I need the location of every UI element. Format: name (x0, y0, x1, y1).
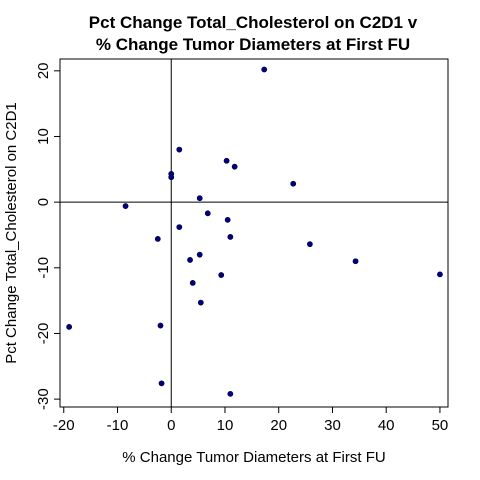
data-point (227, 390, 234, 397)
y-tick-label: 20 (35, 62, 52, 79)
x-tick-label: 20 (270, 417, 287, 434)
data-point (437, 271, 443, 278)
x-axis-label: % Change Tumor Diameters at First FU (122, 449, 385, 466)
y-axis: -30 -20 -10 0 10 20 (35, 62, 60, 410)
data-point (154, 236, 161, 242)
y-tick-label: 0 (35, 198, 52, 206)
data-point (176, 224, 183, 230)
data-point (227, 234, 234, 240)
x-tick-label: 0 (167, 417, 175, 434)
data-point (158, 380, 165, 387)
x-tick-label: -20 (53, 417, 75, 434)
data-point (223, 157, 230, 164)
data-point (157, 322, 164, 329)
data-point (352, 258, 359, 265)
data-point (196, 195, 203, 202)
data-point (176, 146, 183, 153)
reference-lines (60, 59, 448, 407)
data-point (196, 251, 203, 258)
data-point (66, 323, 73, 330)
x-tick-label: 10 (217, 417, 234, 434)
y-tick-label: -30 (35, 388, 52, 410)
data-point (261, 66, 268, 73)
data-point (197, 299, 204, 306)
x-tick-label: 40 (378, 417, 395, 434)
chart-title-line-2: % Change Tumor Diameters at First FU (96, 35, 410, 54)
data-point (218, 272, 225, 278)
x-tick-label: -10 (107, 417, 129, 434)
data-point (189, 280, 196, 286)
data-point (187, 257, 193, 263)
x-tick-label: 50 (432, 417, 449, 434)
x-tick-label: 30 (324, 417, 341, 434)
y-tick-label: -20 (35, 323, 52, 345)
y-tick-label: -10 (35, 257, 52, 279)
y-axis-label: Pct Change Total_Cholesterol on C2D1 (3, 102, 20, 364)
x-axis: -20 -10 0 10 20 30 40 50 (53, 407, 448, 434)
data-point (122, 203, 129, 209)
data-point (204, 210, 211, 217)
data-point (231, 163, 238, 170)
plot-frame (59, 58, 449, 408)
data-point (290, 180, 297, 187)
chart-title-line-1: Pct Change Total_Cholesterol on C2D1 v (89, 13, 418, 32)
data-point (306, 241, 313, 248)
data-point (224, 216, 231, 223)
data-point (168, 174, 175, 181)
data-points (66, 66, 443, 397)
y-tick-label: 10 (35, 128, 52, 145)
